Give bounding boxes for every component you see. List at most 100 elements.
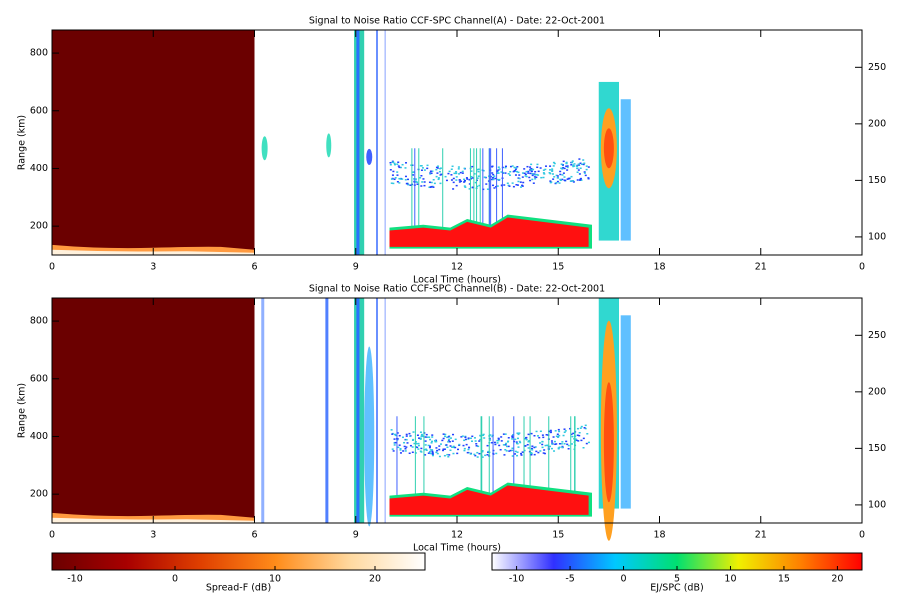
speckle xyxy=(532,182,535,184)
speckle xyxy=(565,162,568,165)
speckle xyxy=(450,168,453,170)
speckle xyxy=(406,442,409,444)
speckle xyxy=(530,454,533,456)
speckle xyxy=(518,432,521,434)
speckle xyxy=(475,443,478,445)
speckle xyxy=(431,451,434,454)
speckle xyxy=(413,178,416,180)
stripe xyxy=(396,416,398,515)
speckle xyxy=(514,450,517,453)
speckle xyxy=(445,444,448,446)
speckle xyxy=(515,184,518,186)
eej-band xyxy=(389,485,589,515)
spread-f-block xyxy=(52,298,255,523)
speckle xyxy=(553,176,556,178)
speckle xyxy=(477,175,480,177)
speckle xyxy=(458,181,461,183)
speckle xyxy=(486,454,489,456)
speckle xyxy=(471,186,474,189)
speckle xyxy=(544,165,547,167)
speckle xyxy=(431,450,434,453)
speckle xyxy=(563,179,566,181)
speckle xyxy=(420,185,423,187)
speckle xyxy=(484,454,487,457)
speckle xyxy=(497,437,500,440)
speckle xyxy=(397,446,400,449)
speckle xyxy=(415,178,418,180)
speckle xyxy=(461,172,464,174)
speckle xyxy=(396,438,399,440)
speckle xyxy=(396,163,399,165)
speckle xyxy=(463,181,466,183)
speckle xyxy=(533,434,536,437)
speckle xyxy=(587,177,590,180)
stripe xyxy=(523,416,525,515)
speckle xyxy=(476,168,479,171)
speckle xyxy=(549,429,552,432)
speckle xyxy=(563,431,566,434)
speckle xyxy=(498,168,501,170)
speckle xyxy=(414,180,417,183)
speckle xyxy=(448,454,451,456)
speckle xyxy=(541,443,544,446)
x-tick-label: 12 xyxy=(451,262,463,273)
y-tick-label: 200 xyxy=(30,489,48,500)
speckle xyxy=(518,440,521,443)
speckle xyxy=(483,176,486,178)
speckle xyxy=(447,439,450,441)
speckle xyxy=(502,444,505,446)
speckle xyxy=(474,440,477,442)
stripe xyxy=(501,148,503,247)
speckle xyxy=(438,455,441,458)
speckle xyxy=(455,171,458,173)
speckle xyxy=(549,180,552,182)
y-tick-label: 800 xyxy=(30,316,48,327)
y-tick-label: 400 xyxy=(30,163,48,174)
speckle xyxy=(435,447,438,449)
speckle xyxy=(550,440,553,442)
speckle xyxy=(564,430,567,432)
speckle xyxy=(428,186,431,189)
speckle xyxy=(533,446,536,449)
stripe xyxy=(325,298,329,523)
speckle xyxy=(420,165,423,167)
speckle xyxy=(509,165,512,168)
speckle xyxy=(467,438,470,440)
speckle xyxy=(393,178,396,181)
speckle xyxy=(587,441,590,444)
speckle xyxy=(454,438,457,441)
speckle xyxy=(515,442,518,445)
speckle xyxy=(496,178,499,181)
speckle xyxy=(582,447,585,449)
speckle xyxy=(429,449,432,451)
speckle xyxy=(396,181,399,183)
speckle xyxy=(447,456,450,458)
speckle xyxy=(461,435,464,437)
speckle xyxy=(450,174,453,176)
speckle xyxy=(572,180,575,182)
speckle xyxy=(514,168,517,171)
speckle xyxy=(584,424,587,427)
speckle xyxy=(574,438,577,440)
speckle xyxy=(504,165,507,168)
speckle xyxy=(585,442,588,445)
speckle xyxy=(396,171,399,173)
stripe xyxy=(496,148,498,247)
speckle xyxy=(437,178,440,181)
speckle xyxy=(463,185,466,187)
speckle xyxy=(443,448,446,450)
speckle xyxy=(497,169,500,171)
speckle xyxy=(414,452,417,454)
speckle xyxy=(559,179,562,182)
speckle xyxy=(446,436,449,439)
speckle xyxy=(420,433,423,436)
speckle xyxy=(423,169,426,171)
speckle xyxy=(492,173,495,176)
speckle xyxy=(411,446,414,448)
speckle xyxy=(525,438,528,441)
speckle xyxy=(489,434,492,436)
speckle xyxy=(556,175,559,177)
speckle xyxy=(470,170,473,172)
stripe xyxy=(356,298,360,523)
speckle xyxy=(391,433,394,435)
